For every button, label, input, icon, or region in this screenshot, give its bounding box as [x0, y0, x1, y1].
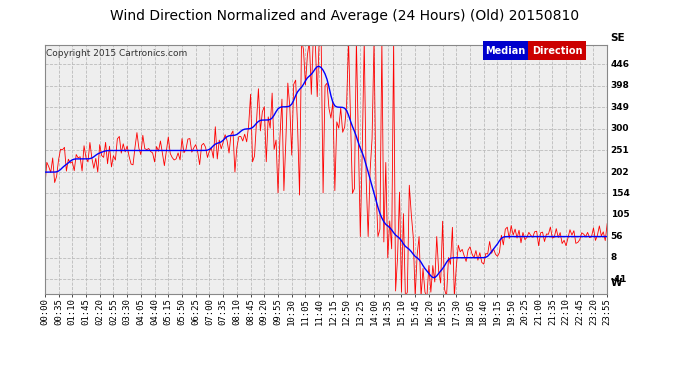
Text: Direction: Direction	[532, 46, 582, 56]
Text: Wind Direction Normalized and Average (24 Hours) (Old) 20150810: Wind Direction Normalized and Average (2…	[110, 9, 580, 23]
Text: 56: 56	[611, 232, 623, 241]
Text: Copyright 2015 Cartronics.com: Copyright 2015 Cartronics.com	[46, 49, 188, 58]
Text: 398: 398	[611, 81, 629, 90]
Text: 105: 105	[611, 210, 629, 219]
Text: 300: 300	[611, 124, 629, 134]
Text: 251: 251	[611, 146, 629, 155]
Text: 446: 446	[611, 60, 630, 69]
Text: 349: 349	[611, 103, 630, 112]
Text: Median: Median	[485, 46, 526, 56]
Text: 8: 8	[611, 253, 617, 262]
Text: W: W	[611, 278, 622, 288]
Text: 202: 202	[611, 168, 629, 177]
Text: -41: -41	[611, 275, 627, 284]
Text: SE: SE	[611, 33, 625, 43]
Text: 154: 154	[611, 189, 629, 198]
